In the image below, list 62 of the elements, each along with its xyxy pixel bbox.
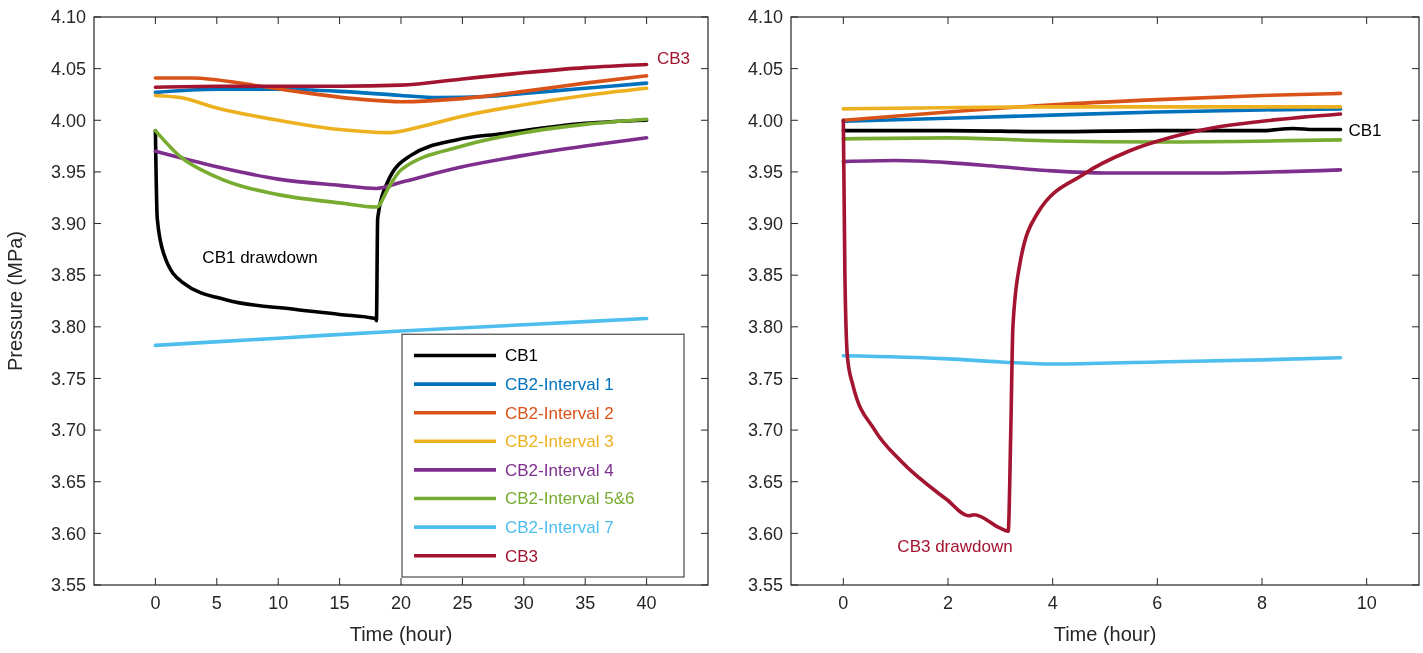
line-series	[841, 112, 1343, 534]
y-tick-label: 3.90	[50, 213, 86, 234]
y-tick-label: 3.80	[747, 317, 783, 338]
x-tick-label: 10	[268, 593, 289, 613]
x-tick-label: 40	[636, 593, 657, 613]
x-axis-title: Time (hour)	[349, 623, 453, 645]
x-tick-label: 20	[390, 593, 412, 613]
y-tick-label: 3.95	[747, 162, 783, 183]
x-tick-label: 0	[150, 593, 161, 613]
legend-label: CB2-Interval 4	[505, 460, 614, 480]
y-tick-label: 3.70	[747, 420, 783, 441]
line-series	[153, 74, 649, 104]
x-tick-label: 10	[1356, 593, 1377, 613]
legend-label: CB3	[505, 546, 539, 566]
y-tick-label: 3.55	[50, 575, 86, 596]
x-tick-label: 8	[1256, 593, 1268, 613]
y-tick-label: 4.05	[50, 58, 86, 79]
y-tick-label: 4.10	[747, 7, 783, 28]
legend-label: CB2-Interval 3	[505, 432, 614, 452]
annotation: CB1 drawdown	[202, 247, 318, 267]
y-axis-title: Pressure (MPa)	[4, 230, 26, 372]
line-series	[153, 86, 649, 135]
y-tick-label: 4.00	[747, 110, 783, 131]
annotation: CB3	[657, 48, 691, 68]
line-series	[153, 117, 649, 209]
y-tick-label: 3.85	[747, 265, 783, 286]
x-tick-label: 25	[452, 593, 473, 613]
x-axis-title: Time (hour)	[1053, 623, 1157, 645]
x-tick-label: 5	[211, 593, 222, 613]
line-series	[153, 136, 649, 191]
y-tick-label: 3.60	[747, 523, 783, 544]
line-series	[153, 62, 649, 90]
line-series	[841, 353, 1343, 366]
x-tick-label: 2	[942, 593, 954, 613]
annotation: CB3 drawdown	[897, 536, 1013, 556]
y-tick-label: 3.75	[50, 368, 86, 389]
y-tick-label: 3.70	[50, 420, 86, 441]
y-tick-label: 3.60	[50, 523, 86, 544]
x-tick-label: 4	[1047, 593, 1058, 613]
legend-label: CB1	[505, 346, 539, 366]
y-tick-label: 4.00	[50, 110, 86, 131]
series-label: CB1	[1348, 120, 1382, 140]
y-tick-label: 3.85	[50, 265, 86, 286]
y-tick-label: 3.95	[50, 162, 86, 183]
y-tick-label: 4.10	[50, 7, 86, 28]
legend-label: CB2-Interval 1	[505, 375, 614, 395]
x-tick-label: 0	[838, 593, 849, 613]
x-tick-label: 35	[575, 593, 596, 613]
legend-label: CB2-Interval 5&6	[505, 489, 635, 509]
legend-label: CB2-Interval 7	[505, 518, 614, 538]
y-tick-label: 3.55	[747, 575, 783, 596]
y-tick-label: 3.80	[50, 317, 86, 338]
y-tick-label: 3.75	[747, 368, 783, 389]
x-tick-label: 15	[329, 593, 350, 613]
y-tick-label: 3.65	[747, 472, 783, 493]
legend-label: CB2-Interval 2	[505, 403, 614, 423]
x-tick-label: 30	[513, 593, 534, 613]
line-series	[153, 316, 649, 348]
x-tick-label: 6	[1152, 593, 1163, 613]
y-tick-label: 3.90	[747, 213, 783, 234]
y-tick-label: 4.05	[747, 58, 783, 79]
y-tick-label: 3.65	[50, 472, 86, 493]
